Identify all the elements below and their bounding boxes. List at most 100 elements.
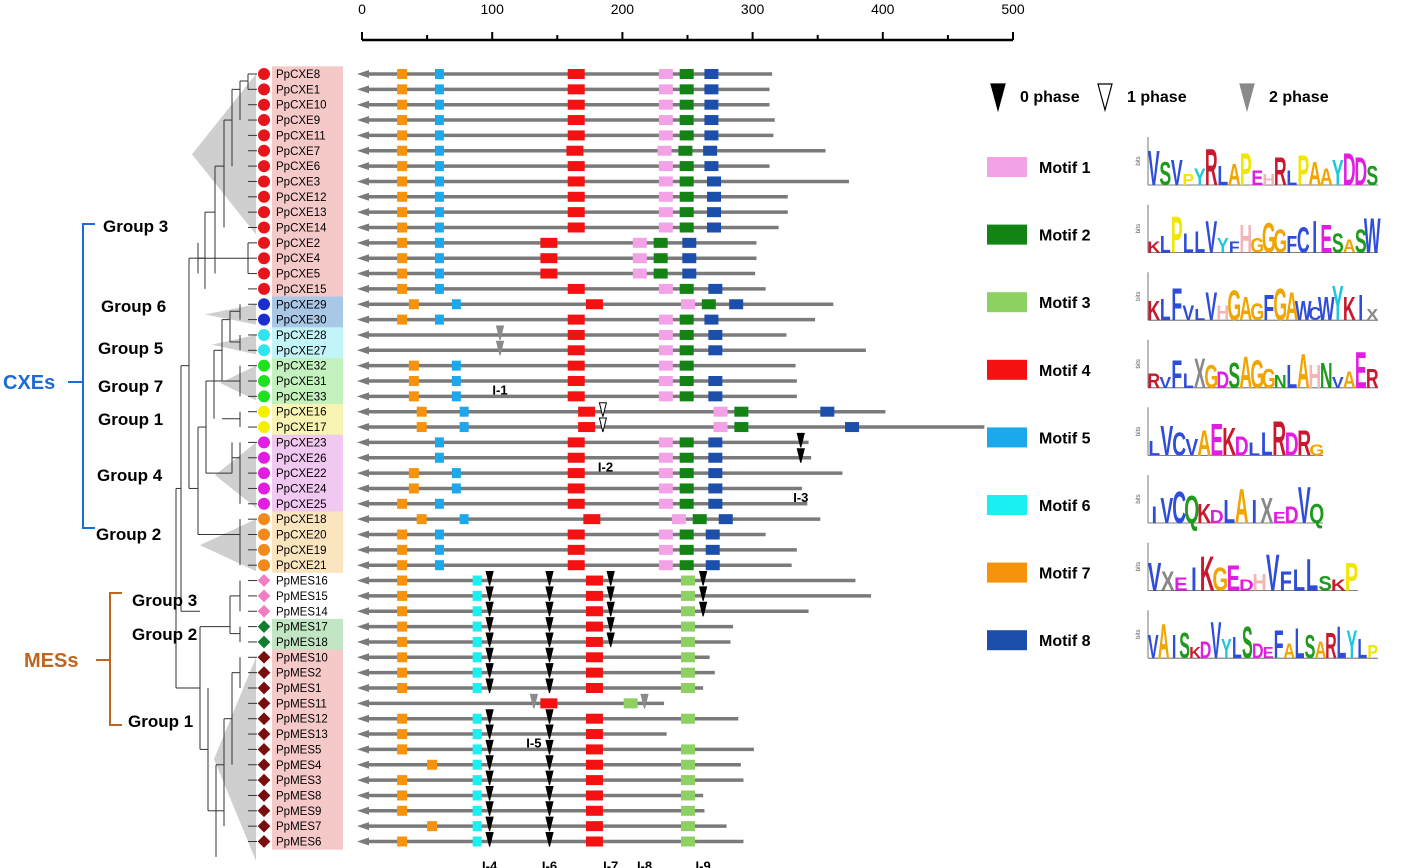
motif-box <box>472 575 482 586</box>
motif-box <box>585 683 603 693</box>
motif-box <box>692 514 707 525</box>
motif-box <box>680 744 695 755</box>
motif-box <box>397 191 408 202</box>
motif-box <box>434 130 444 141</box>
logo-letter: E <box>1227 558 1240 599</box>
logo-letter: Y <box>1194 163 1206 190</box>
logo-letter: E <box>1320 216 1332 261</box>
scale-tick-label: 100 <box>481 1 505 17</box>
gene-label-bg <box>272 127 343 144</box>
motif-box <box>679 207 694 218</box>
motif-box <box>679 468 694 479</box>
gene-name: PpCXE32 <box>276 361 327 373</box>
tree-collapsed-clade <box>212 334 256 355</box>
gene-arrow <box>357 346 369 355</box>
gene-name: PpCXE29 <box>276 299 327 311</box>
gene-row: PpCXE29 <box>258 296 834 313</box>
logo-letter: L <box>1160 293 1171 327</box>
logo-letter: V <box>1205 213 1217 263</box>
motif-box <box>472 836 482 847</box>
motif-box <box>397 498 408 509</box>
motif-box <box>658 498 673 509</box>
motif-box <box>658 483 673 494</box>
gene-label-bg <box>272 496 343 512</box>
intron-phase-marker <box>598 417 608 433</box>
gene-label-bg <box>272 787 343 804</box>
legend-phase1-marker <box>1097 83 1113 113</box>
logo-letter: V <box>1160 492 1173 532</box>
gene-marker-circle <box>258 160 270 173</box>
logo-letter: V <box>1182 302 1194 326</box>
logo-letter: A <box>1158 614 1170 669</box>
gene-label-bg <box>272 158 343 175</box>
gene-name: PpMES12 <box>276 714 328 726</box>
logo-axis-label: bits <box>1136 224 1142 233</box>
gene-label-bg <box>272 711 343 727</box>
logo-letter: S <box>1159 155 1171 193</box>
motif-box <box>434 544 444 555</box>
motif-box <box>434 115 444 126</box>
legend-motif-swatch <box>987 224 1027 245</box>
motif-box <box>472 713 482 724</box>
motif-box <box>397 84 408 95</box>
motif-box <box>434 314 444 325</box>
gene-name: PpCXE13 <box>276 207 327 219</box>
logo-letter: R <box>1272 411 1286 466</box>
motif-box <box>567 468 585 479</box>
motif-box <box>434 207 444 218</box>
logo-letter: A <box>1343 366 1356 393</box>
legend-motif-label: Motif 8 <box>1039 633 1091 650</box>
gene-row: PpCXE15 <box>258 281 766 298</box>
gene-marker-circle <box>258 436 270 449</box>
legend-motif-swatch <box>987 495 1027 515</box>
gene-arrow <box>357 70 369 78</box>
logo-letter: G <box>1250 298 1264 325</box>
logo-letter: R <box>1297 424 1311 464</box>
gene-arrow <box>357 407 369 416</box>
cxe-group-4-label: Group 4 <box>97 466 163 485</box>
motif-box <box>567 437 585 448</box>
motif-box <box>459 422 469 433</box>
logo-letter: C <box>1297 221 1310 262</box>
motif-box <box>658 191 673 202</box>
gene-marker-diamond <box>257 789 271 802</box>
motif-box <box>434 452 444 463</box>
gene-row: PpCXE27 <box>258 342 866 359</box>
logo-letter: L <box>1295 620 1305 668</box>
cxe-group-1-label: Group 1 <box>98 410 163 429</box>
logo-letter: A <box>1315 637 1327 664</box>
gene-name: PpMES5 <box>276 744 321 756</box>
motif-box <box>704 84 719 95</box>
tree-collapsed-clade <box>200 519 256 572</box>
logo-letter: I <box>1191 560 1197 598</box>
intron-phase-marker <box>545 785 554 801</box>
motif-box <box>680 775 695 786</box>
gene-arrow <box>357 392 369 401</box>
motif-box <box>679 130 694 141</box>
logo-axis-label: bits <box>1136 562 1142 571</box>
logo-letter: G <box>1273 281 1287 331</box>
motif-box <box>567 391 585 402</box>
gene-name: PpCXE28 <box>276 330 327 342</box>
gene-marker-circle <box>258 144 270 157</box>
motif-box <box>397 713 408 724</box>
gene-label-bg <box>272 296 343 313</box>
motif-box <box>567 360 585 371</box>
gene-marker-diamond <box>257 804 271 818</box>
motif-box <box>708 376 723 386</box>
gene-row: PpCXE26 <box>258 450 812 466</box>
logo-letter: A <box>1343 236 1356 256</box>
motif-box <box>567 544 585 555</box>
logo-letter: S <box>1242 618 1253 669</box>
motif-box <box>658 437 673 448</box>
logo-letter: G <box>1204 358 1218 396</box>
gene-name: PpCXE33 <box>276 391 327 403</box>
motif-box <box>397 729 408 740</box>
motif-box <box>705 560 720 571</box>
gene-label-bg <box>272 311 343 328</box>
gene-marker-diamond <box>257 773 271 787</box>
logo-letter: L <box>1232 632 1242 666</box>
motif-box <box>682 268 697 279</box>
mes-group-2-label: Group 2 <box>132 625 197 644</box>
